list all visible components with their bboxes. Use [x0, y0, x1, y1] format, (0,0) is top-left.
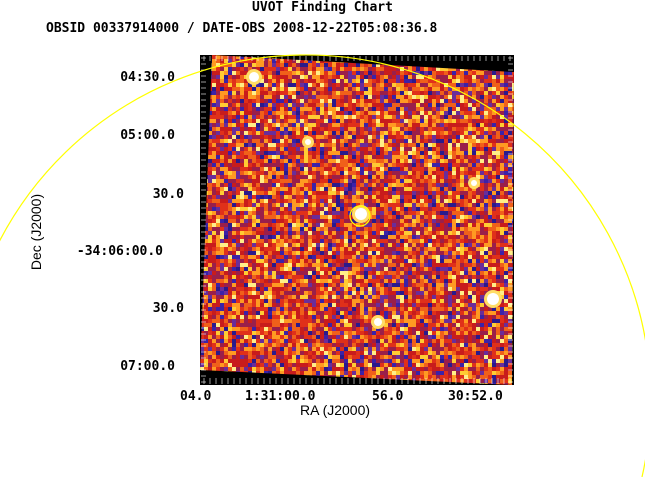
star-source — [355, 208, 367, 220]
error-circle-large — [0, 54, 645, 477]
x-tick-label: 30:52.0 — [448, 389, 503, 404]
axis-tick-marks — [201, 56, 513, 384]
observation-info: OBSID 00337914000 / DATE-OBS 2008-12-22T… — [46, 21, 438, 36]
x-tick-label: 56.0 — [372, 389, 404, 404]
star-source — [471, 180, 477, 186]
star-source — [305, 139, 311, 145]
x-tick-label: 1:31:00.0 — [245, 389, 316, 404]
star-source — [374, 318, 382, 326]
y-tick-label: -34:06:00.0 — [76, 244, 163, 259]
sky-image — [200, 55, 514, 385]
star-source — [249, 72, 259, 82]
y-tick-label: 07:00.0 — [120, 359, 175, 374]
y-axis-label: Dec (J2000) — [28, 193, 44, 271]
x-axis-label: RA (J2000) — [300, 402, 371, 418]
y-tick-label: 30.0 — [152, 301, 184, 316]
y-tick-label: 30.0 — [152, 187, 184, 202]
chart-title: UVOT Finding Chart — [252, 0, 393, 15]
target-circle — [349, 205, 371, 227]
x-tick-label: 04.0 — [180, 389, 212, 404]
y-tick-label: 05:00.0 — [120, 128, 175, 143]
star-source — [487, 293, 499, 305]
y-tick-label: 04:30.0 — [120, 70, 175, 85]
